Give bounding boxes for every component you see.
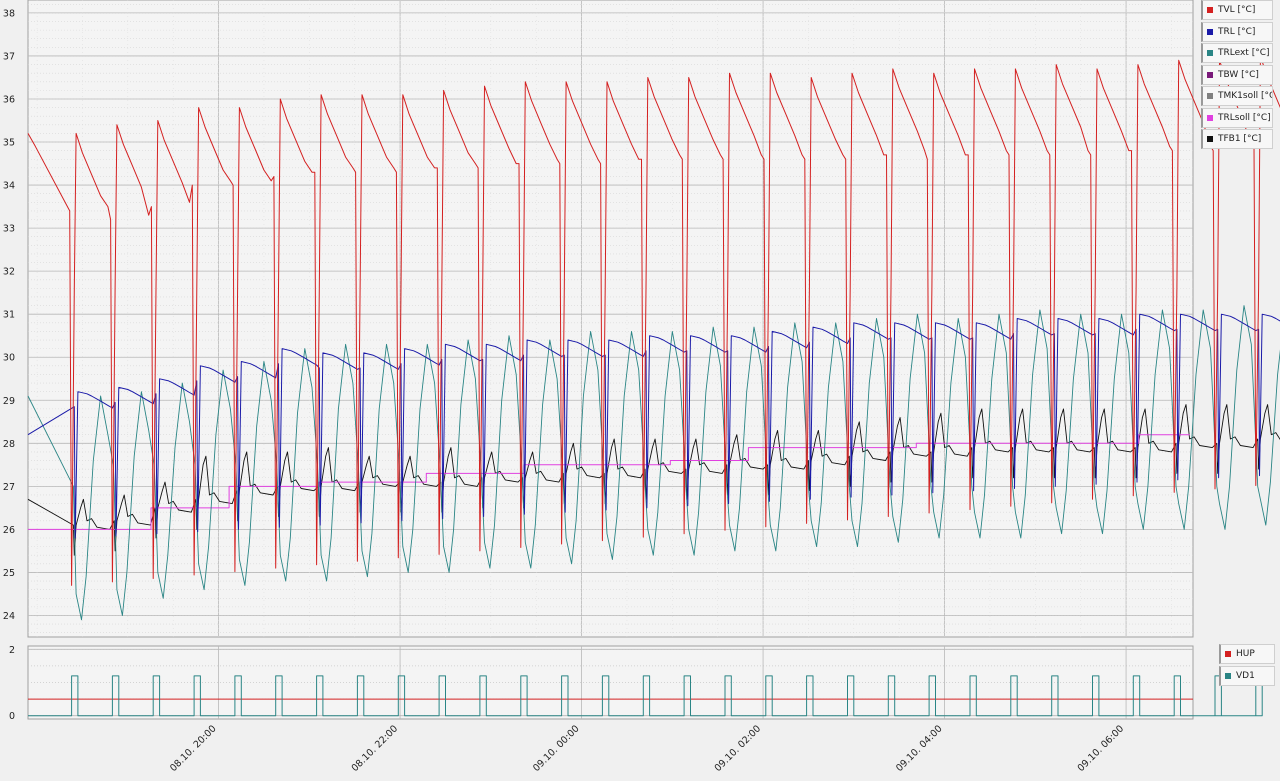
y-tick-label-bottom: 0 [9, 711, 15, 722]
legend-item-top-6[interactable]: TFB1 [°C] [1201, 129, 1273, 149]
legend-label: TRL [°C] [1218, 26, 1256, 37]
legend-label: TVL [°C] [1218, 5, 1256, 15]
legend-label: HUP [1236, 649, 1255, 659]
legend-swatch [1207, 93, 1213, 99]
y-tick-label: 38 [3, 8, 15, 19]
x-tick-label: 09.10. 04:00 [894, 723, 945, 774]
y-tick-label: 27 [3, 482, 15, 493]
y-tick-label: 37 [3, 51, 15, 62]
legend-swatch [1207, 50, 1213, 56]
y-tick-label: 25 [3, 568, 15, 579]
legend-bottom: HUP VD1 [1219, 644, 1275, 687]
y-tick-label: 36 [3, 94, 15, 105]
legend-label: TBW [°C] [1218, 69, 1259, 80]
legend-swatch [1225, 651, 1231, 657]
legend-label: VD1 [1236, 670, 1255, 681]
legend-label: TRLsoll [°C] [1218, 112, 1271, 123]
legend-swatch [1207, 71, 1213, 78]
y-tick-label: 33 [3, 224, 15, 235]
legend-item-top-5[interactable]: TRLsoll [°C] [1201, 107, 1273, 128]
y-tick-label: 34 [3, 181, 15, 192]
legend-top: TVL [°C] TRL [°C] TRLext [°C] TBW [°C] TMK1s… [1201, 0, 1273, 151]
series-trl-line [27, 313, 1280, 539]
x-tick-label: 09.10. 00:00 [531, 723, 582, 774]
y-tick-label: 29 [3, 396, 15, 407]
y-tick-label: 35 [3, 138, 15, 149]
legend-item-top-1[interactable]: TRL [°C] [1201, 21, 1273, 42]
legend-item-top-0[interactable]: TVL [°C] [1201, 0, 1273, 20]
x-tick-label: 08.10. 22:00 [350, 723, 401, 774]
y-tick-label: 31 [3, 310, 15, 321]
legend-item-top-3[interactable]: TBW [°C] [1201, 64, 1273, 85]
x-tick-label: 08.10. 20:00 [168, 723, 219, 774]
legend-item-top-4[interactable]: TMK1soll [°C] [1201, 86, 1273, 106]
y-tick-label: 30 [3, 353, 15, 364]
series-tvl-line [27, 55, 1280, 586]
legend-label: TMK1soll [°C] [1218, 91, 1273, 101]
x-tick-label: 09.10. 02:00 [713, 723, 764, 774]
y-tick-label: 28 [3, 439, 15, 450]
series-vd1-line [28, 675, 1263, 717]
legend-swatch [1207, 7, 1213, 13]
legend-item-top-2[interactable]: TRLext [°C] [1201, 43, 1273, 63]
series-tfb1-line [27, 404, 1280, 556]
legend-swatch [1207, 28, 1213, 35]
legend-label: TFB1 [°C] [1218, 134, 1262, 144]
y-tick-label: 26 [3, 525, 15, 536]
legend-swatch [1225, 672, 1231, 679]
legend-item-bottom-1[interactable]: VD1 [1219, 665, 1275, 686]
y-tick-label-bottom: 2 [9, 645, 15, 656]
legend-label: TRLext [°C] [1218, 48, 1270, 58]
y-tick-label: 24 [3, 611, 15, 622]
legend-swatch [1207, 136, 1213, 142]
legend-item-bottom-0[interactable]: HUP [1219, 644, 1275, 664]
x-tick-label: 09.10. 06:00 [1076, 723, 1127, 774]
y-tick-label: 32 [3, 267, 15, 278]
legend-swatch [1207, 114, 1213, 121]
